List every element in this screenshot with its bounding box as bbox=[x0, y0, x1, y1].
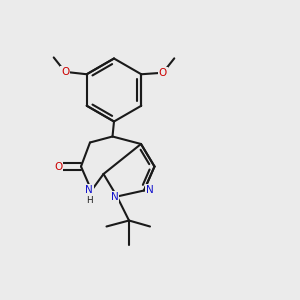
Text: N: N bbox=[85, 184, 93, 195]
Text: O: O bbox=[61, 67, 69, 77]
Text: O: O bbox=[54, 161, 63, 172]
Text: H: H bbox=[86, 196, 92, 205]
Text: N: N bbox=[146, 184, 153, 195]
Text: O: O bbox=[159, 68, 167, 78]
Text: N: N bbox=[111, 192, 119, 202]
